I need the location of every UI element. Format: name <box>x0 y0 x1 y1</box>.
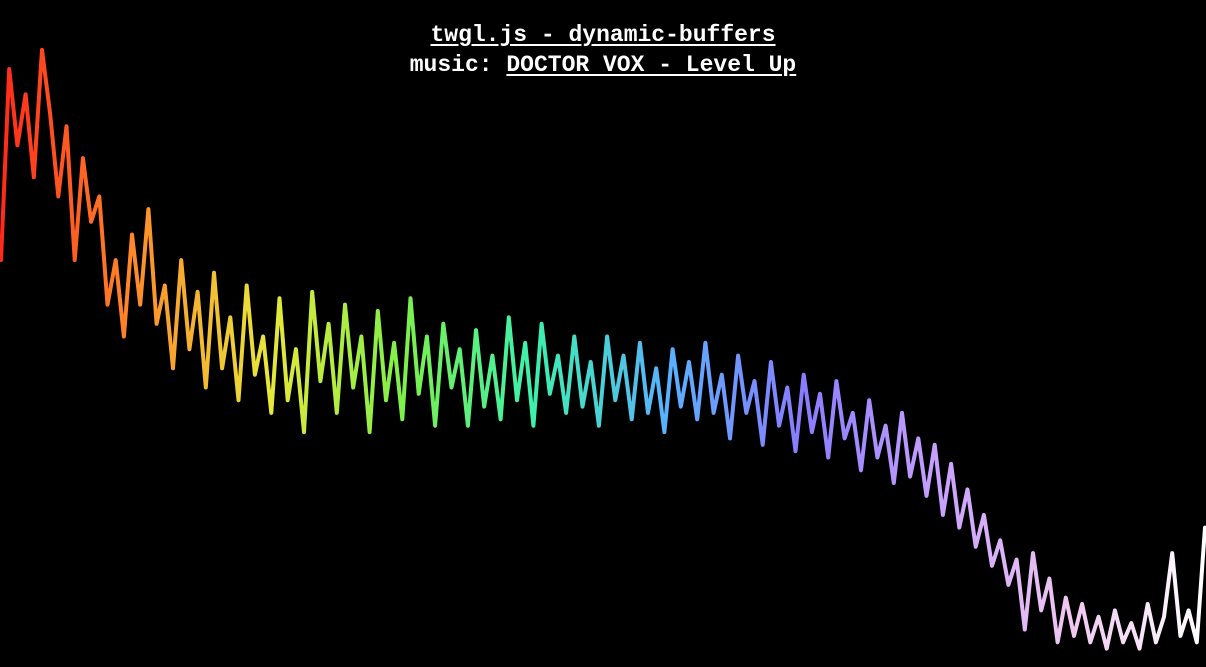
music-track-link[interactable]: DOCTOR VOX - Level Up <box>506 52 797 78</box>
twgl-title-link[interactable]: twgl.js - dynamic-buffers <box>430 22 776 48</box>
title-line: twgl.js - dynamic-buffers <box>0 20 1206 50</box>
music-line: music: DOCTOR VOX - Level Up <box>0 50 1206 80</box>
music-label: music: <box>409 52 507 78</box>
page-header: twgl.js - dynamic-buffers music: DOCTOR … <box>0 20 1206 80</box>
spectrum-line <box>0 47 1206 651</box>
